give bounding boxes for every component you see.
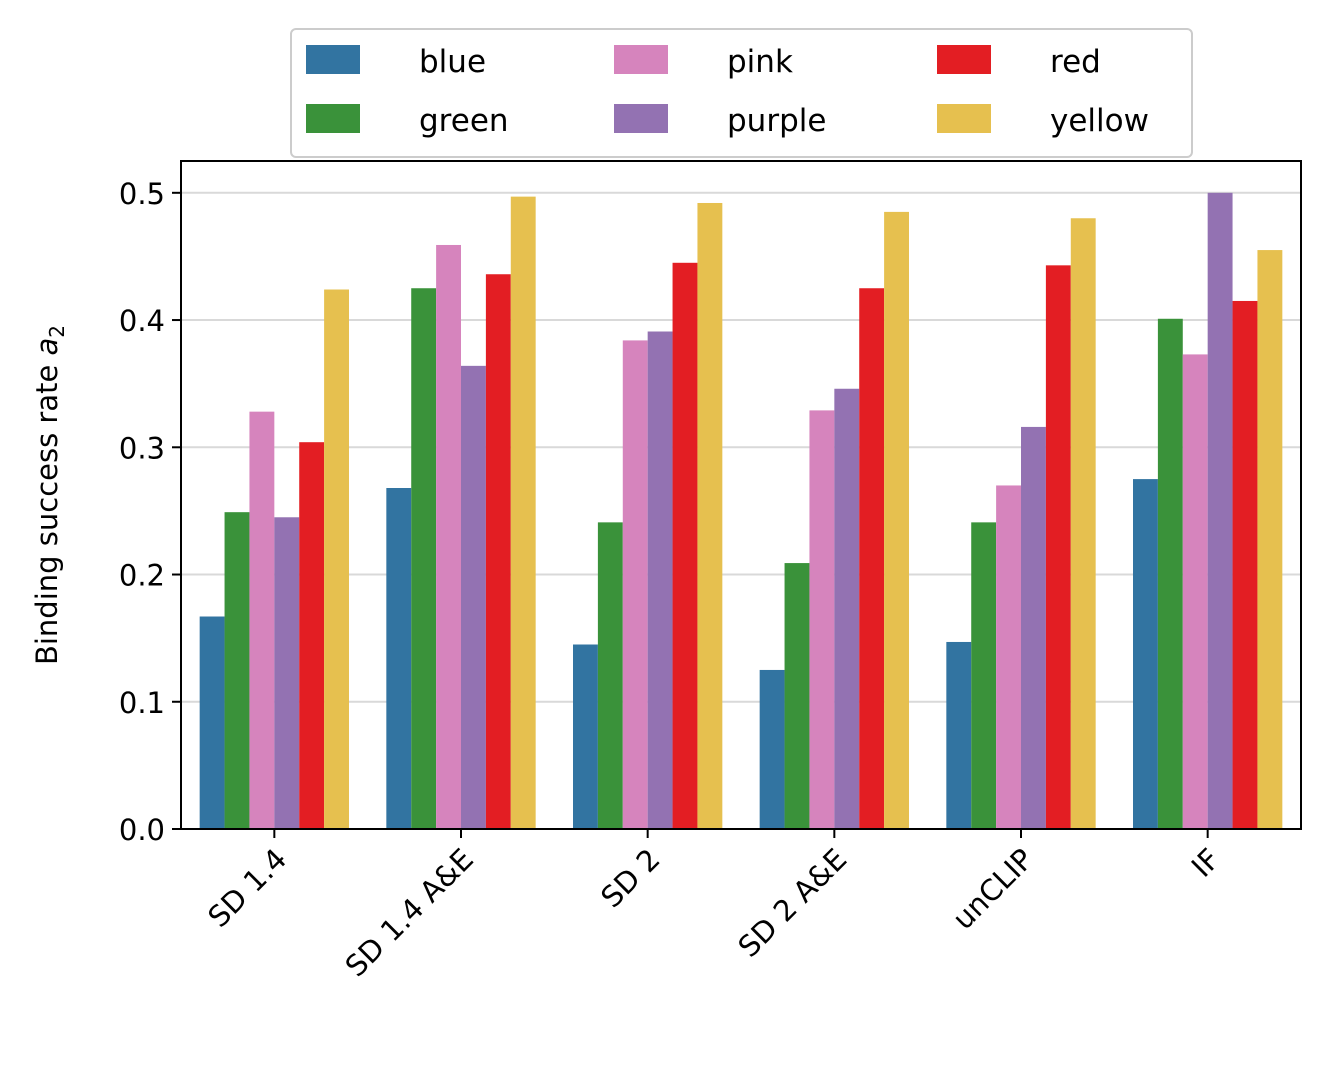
y-tick-label: 0.5 [119, 177, 165, 211]
y-tick-label: 0.1 [119, 686, 165, 720]
x-tick-label: IF [1185, 842, 1227, 884]
bars [199, 192, 1283, 830]
y-axis-label-variable: a [30, 338, 64, 356]
plot-frame [180, 160, 1302, 830]
legend-swatch-pink [614, 45, 668, 74]
bar-red [1232, 300, 1258, 829]
x-tick-label: SD 2 [594, 842, 666, 914]
bar-red [485, 274, 511, 829]
legend-label-pink: pink [727, 44, 793, 80]
bar-purple [1021, 426, 1046, 829]
legend-swatch-yellow [937, 104, 991, 133]
y-axis-label-text: Binding success rate [30, 355, 64, 665]
y-tick-label: 0.3 [119, 431, 165, 465]
bar-pink [1182, 354, 1208, 829]
bar-blue [573, 644, 598, 829]
bar-blue [759, 669, 785, 829]
bar-red [299, 442, 325, 829]
bar-blue [199, 616, 225, 829]
bar-purple [647, 331, 673, 829]
x-tick-label: SD 1.4 [201, 842, 293, 934]
y-tick-label: 0.4 [119, 304, 165, 338]
bar-red [859, 288, 885, 829]
bar-green [1157, 318, 1183, 829]
bar-red [1045, 265, 1071, 830]
gridlines [181, 191, 1301, 703]
y-axis: 0.0 0.1 0.2 0.3 0.4 0.5 [119, 177, 181, 847]
bar-green [597, 522, 623, 829]
legend-label-purple: purple [727, 103, 826, 139]
legend-swatch-red [937, 45, 991, 74]
legend-swatch-purple [614, 104, 668, 133]
legend-label-green: green [419, 103, 509, 139]
legend-swatch-blue [306, 45, 360, 74]
x-tick-label: unCLIP [946, 842, 1040, 936]
bar-pink [996, 485, 1021, 829]
bar-pink [622, 340, 648, 829]
bar-blue [386, 488, 412, 829]
y-tick-label: 0.2 [119, 559, 165, 593]
legend-label-red: red [1050, 44, 1101, 80]
bar-purple [274, 517, 300, 829]
legend-label-blue: blue [419, 44, 486, 80]
bar-yellow [324, 289, 349, 829]
x-tick-label: SD 1.4 A&E [338, 842, 479, 983]
bar-purple [461, 365, 486, 829]
bar-yellow [697, 202, 723, 829]
bar-green [971, 522, 997, 829]
bar-blue [946, 641, 972, 829]
bar-pink [249, 411, 275, 829]
bar-green [411, 288, 437, 829]
legend-swatch-green [306, 104, 360, 133]
y-axis-label-subscript: 2 [45, 325, 69, 338]
legend: blue green pink purple red yellow [290, 28, 1193, 158]
y-axis-label: Binding success rate a2 [30, 325, 69, 665]
y-tick-label: 0.0 [119, 813, 165, 847]
bar-blue [1133, 479, 1158, 829]
bar-yellow [510, 196, 536, 830]
bar-yellow [1257, 250, 1283, 830]
bar-green [224, 512, 250, 829]
bar-green [784, 563, 810, 829]
x-axis: SD 1.4 SD 1.4 A&E SD 2 SD 2 A&E unCLIP IF [201, 829, 1227, 983]
bar-purple [1207, 192, 1233, 830]
bar-pink [809, 410, 835, 829]
bar-yellow [1070, 218, 1096, 829]
bar-yellow [884, 211, 909, 829]
bar-pink [436, 244, 461, 829]
bar-red [672, 262, 698, 829]
x-tick-label: SD 2 A&E [731, 842, 853, 964]
bar-purple [834, 388, 860, 829]
legend-label-yellow: yellow [1050, 103, 1149, 139]
